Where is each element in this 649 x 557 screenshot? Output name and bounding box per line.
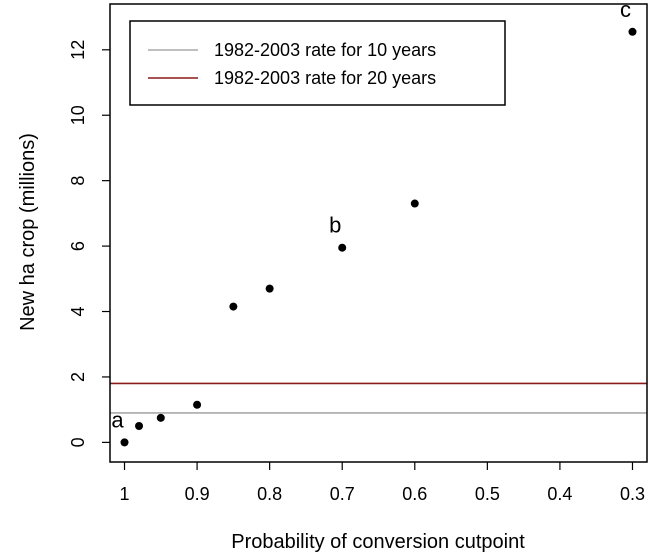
x-tick-label: 1 — [120, 484, 130, 504]
data-point — [628, 27, 637, 36]
x-tick-label: 0.5 — [475, 484, 500, 504]
data-point — [135, 422, 144, 431]
data-point — [193, 400, 202, 409]
x-axis-title: Probability of conversion cutpoint — [231, 531, 525, 553]
y-tick-label: 12 — [68, 40, 88, 60]
data-points — [120, 27, 637, 447]
data-point — [338, 243, 347, 252]
legend-box — [129, 20, 506, 106]
data-point — [265, 284, 274, 293]
x-tick-label: 0.7 — [330, 484, 355, 504]
reference-lines — [110, 382, 647, 414]
x-tick-label: 0.9 — [185, 484, 210, 504]
legend: 1982-2003 rate for 10 years 1982-2003 rat… — [129, 20, 506, 106]
data-point — [156, 413, 165, 422]
y-tick-label: 10 — [68, 105, 88, 125]
x-tick-label: 0.3 — [620, 484, 645, 504]
y-tick-label: 0 — [68, 437, 88, 447]
y-axis-title: New ha crop (millions) — [17, 133, 39, 331]
y-tick-label: 4 — [68, 307, 88, 317]
legend-label-1: 1982-2003 rate for 10 years — [214, 40, 436, 60]
y-tick-label: 6 — [68, 241, 88, 251]
point-label-b: b — [329, 213, 341, 238]
data-point — [229, 302, 238, 311]
legend-label-2: 1982-2003 rate for 20 years — [214, 68, 436, 88]
x-axis: 1 0.9 0.8 0.7 0.6 0.5 0.4 0.3 — [120, 462, 645, 504]
x-tick-label: 0.8 — [257, 484, 282, 504]
plot-frame — [109, 3, 648, 463]
data-point — [120, 438, 129, 447]
x-tick-label: 0.4 — [547, 484, 572, 504]
data-point — [410, 199, 419, 208]
x-tick-label: 0.6 — [402, 484, 427, 504]
y-tick-label: 8 — [68, 176, 88, 186]
y-axis: 0 2 4 6 8 10 12 — [68, 40, 110, 447]
point-labels: a b c — [111, 0, 631, 432]
point-label-c: c — [620, 0, 631, 22]
y-tick-label: 2 — [68, 372, 88, 382]
point-label-a: a — [111, 407, 124, 432]
